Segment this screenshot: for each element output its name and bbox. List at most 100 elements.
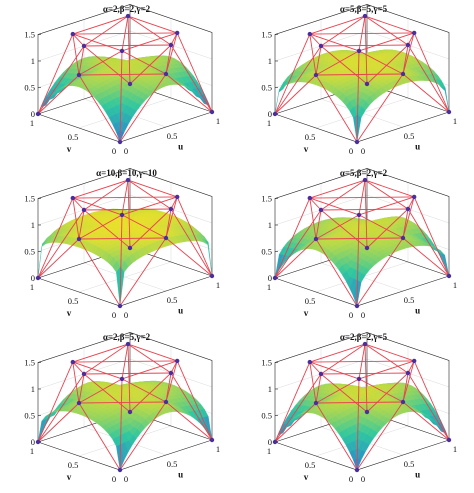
panel-title: α=2,β=2,γ=5 — [340, 332, 388, 342]
control-net — [35, 177, 215, 309]
control-point — [412, 30, 417, 36]
control-point — [125, 341, 131, 347]
control-point — [318, 371, 324, 377]
v-tick-label: 0 — [112, 310, 116, 320]
v-tick-label: 0.5 — [68, 296, 79, 306]
v-tick-label: 0 — [112, 474, 116, 484]
control-point — [168, 370, 174, 376]
v-axis-label: v — [304, 308, 309, 318]
control-point — [81, 43, 87, 49]
control-point — [356, 48, 362, 54]
v-tick-label: 0.5 — [68, 460, 79, 470]
surface-mesh — [37, 55, 213, 143]
control-point — [168, 42, 174, 48]
z-tick-label: 1.5 — [24, 358, 35, 368]
z-tick-label: 1.5 — [24, 30, 35, 40]
control-point — [362, 177, 368, 183]
z-tick-label: 1.5 — [261, 30, 272, 40]
control-point — [209, 109, 215, 115]
control-point — [35, 111, 41, 117]
z-tick-label: 1.5 — [261, 194, 272, 204]
surface-mesh — [37, 208, 213, 307]
control-point — [446, 109, 452, 115]
z-tick-label: 0.5 — [24, 247, 35, 257]
u-tick-label: 0.5 — [167, 295, 178, 305]
control-point — [119, 212, 125, 218]
z-tick-label: 0 — [268, 437, 272, 447]
control-point — [175, 30, 180, 36]
control-point — [362, 341, 368, 347]
v-tick-label: 1 — [267, 446, 271, 456]
control-point — [127, 81, 133, 87]
control-point — [127, 409, 133, 415]
u-tick-label: 0 — [361, 146, 365, 156]
u-tick-label: 0.5 — [167, 131, 178, 141]
u-axis-label: u — [415, 306, 420, 316]
u-axis-label: u — [178, 470, 183, 480]
surface-panel: α=5,β=5,γ=5 0 0.5 1 1.5 0 0.5 1 0 0.5 1 v u — [237, 0, 474, 164]
panel-title: α=5,β=2,γ=2 — [340, 168, 388, 178]
u-tick-label: 1 — [216, 280, 220, 290]
v-axis-label: v — [67, 472, 72, 482]
u-tick-label: 1 — [453, 116, 457, 126]
v-tick-label: 0.5 — [68, 132, 79, 142]
u-axis-label: u — [178, 142, 183, 152]
surface-panel: α=2,β=2,γ=2 0 0.5 1 1.5 0 0.5 1 0 0.5 1 v u — [0, 0, 237, 164]
z-tick-label: 0.5 — [261, 247, 272, 257]
control-point — [364, 409, 370, 415]
control-point — [446, 273, 452, 279]
v-axis-label: v — [304, 144, 309, 154]
control-point — [70, 31, 76, 37]
u-axis-label: u — [415, 142, 420, 152]
control-point — [313, 72, 319, 78]
control-point — [163, 71, 169, 77]
v-tick-label: 0 — [349, 310, 353, 320]
v-tick-label: 0 — [112, 146, 116, 156]
v-tick-label: 1 — [30, 446, 34, 456]
u-tick-label: 0.5 — [404, 295, 415, 305]
control-point — [35, 439, 41, 445]
control-net — [35, 13, 215, 145]
u-tick-label: 1 — [216, 444, 220, 454]
control-point — [81, 207, 87, 213]
u-tick-label: 0 — [361, 310, 365, 320]
control-point — [362, 13, 368, 19]
surface-mesh — [274, 216, 450, 307]
v-axis-label: v — [67, 308, 72, 318]
control-net — [272, 341, 452, 473]
control-point — [209, 437, 215, 443]
surface-panel: α=10,β=10,γ=10 0 0.5 1 1.5 0 0.5 1 0 0.5 1 v u — [0, 164, 237, 328]
control-point — [405, 370, 411, 376]
z-tick-label: 1 — [31, 56, 35, 66]
control-point — [209, 273, 215, 279]
z-tick-label: 1 — [268, 384, 272, 394]
control-point — [127, 245, 133, 251]
v-tick-label: 0 — [349, 146, 353, 156]
control-point — [272, 111, 278, 117]
z-tick-label: 0.5 — [24, 411, 35, 421]
control-point — [354, 139, 360, 145]
z-tick-label: 1.5 — [261, 358, 272, 368]
control-point — [119, 48, 125, 54]
z-tick-label: 1 — [31, 384, 35, 394]
control-point — [307, 359, 312, 365]
v-tick-label: 1 — [30, 282, 34, 292]
control-point — [125, 177, 131, 183]
control-point — [117, 303, 123, 309]
u-tick-label: 0 — [361, 474, 365, 484]
u-tick-label: 0.5 — [404, 131, 415, 141]
v-axis-label: v — [304, 472, 309, 482]
u-tick-label: 0.5 — [167, 459, 178, 469]
v-tick-label: 0.5 — [305, 132, 316, 142]
z-tick-label: 0 — [31, 437, 35, 447]
v-tick-label: 1 — [30, 118, 34, 128]
surface-mesh — [274, 382, 450, 471]
control-point — [354, 467, 360, 473]
z-tick-label: 1 — [268, 56, 272, 66]
control-point — [119, 376, 125, 382]
z-tick-label: 1 — [31, 220, 35, 230]
